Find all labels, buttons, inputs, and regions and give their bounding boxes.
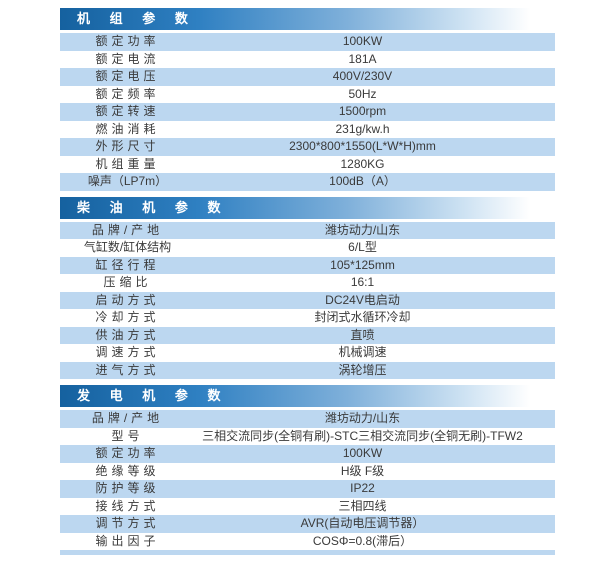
param-label: 气缸数/缸体结构 [83,240,172,254]
param-label: 额定频率 [95,86,160,101]
param-value: 16:1 [350,275,375,289]
param-value: H级 F级 [340,463,385,478]
param-label: 额定电压 [95,69,160,83]
param-value: 100dB（A） [329,174,396,188]
param-label: 调节方式 [95,516,160,530]
spec-section: 柴 油 机 参 数 品牌/产地 潍坊动力/山东 气缸数/缸体结构 6/L型 缸径… [60,196,555,379]
param-value: COSΦ=0.8(滞后） [312,533,413,548]
param-value: AVR(自动电压调节器） [300,516,425,530]
param-value: 三相四线 [338,498,387,513]
table-row: 品牌/产地 潍坊动力/山东 [60,221,555,239]
table-row: 冷却方式 封闭式水循环冷却 [60,309,555,327]
table-row: 额定频率 50Hz [60,85,555,103]
param-label: 调速方式 [95,345,160,359]
param-value: 潍坊动力/山东 [324,222,401,237]
table-row: 燃油消耗 231g/kw.h [60,120,555,138]
table-row: 防护等级 IP22 [60,480,555,498]
param-label: 额定功率 [95,446,160,460]
param-value: 50Hz [348,86,377,101]
param-value: 1280KG [340,156,385,171]
param-label: 缸径行程 [95,257,160,272]
param-value: 400V/230V [332,69,393,83]
table-row: 调速方式 机械调速 [60,344,555,362]
param-value: 105*125mm [330,257,395,272]
param-label: 进气方式 [95,362,160,377]
param-value: 6/L型 [348,240,377,254]
table-row: 绝缘等级 H级 F级 [60,462,555,480]
param-value: 100KW [342,34,383,48]
bottom-accent-strip [60,550,555,555]
param-label: 额定转速 [95,104,160,118]
param-value: 机械调速 [338,345,387,359]
table-row: 噪声（LP7m） 100dB（A） [60,173,555,191]
param-value: IP22 [350,481,375,495]
table-row: 额定电流 181A [60,50,555,68]
param-label: 品牌/产地 [91,411,164,425]
table-row: 气缸数/缸体结构 6/L型 [60,239,555,257]
param-label: 启动方式 [95,292,160,307]
section-rows: 品牌/产地 潍坊动力/山东 型号 三相交流同步(全铜有刷)-STC三相交流同步(… [60,410,555,555]
table-row: 额定电压 400V/230V [60,68,555,86]
table-row: 进气方式 涡轮增压 [60,361,555,379]
param-label: 外形尺寸 [95,139,160,153]
param-label: 机组重量 [95,156,160,171]
param-label: 输出因子 [95,533,160,548]
table-row: 额定功率 100KW [60,445,555,463]
table-row: 品牌/产地 潍坊动力/山东 [60,410,555,428]
spec-table: 机 组 参 数 额定功率 100KW 额定电流 181A 额定电压 400V/2… [60,8,555,555]
param-value: 涡轮增压 [338,362,387,377]
param-label: 品牌/产地 [91,222,164,237]
param-label: 燃油消耗 [95,121,160,136]
table-row: 输出因子 COSΦ=0.8(滞后） [60,532,555,550]
param-value: 1500rpm [338,104,387,118]
table-row: 额定功率 100KW [60,33,555,51]
table-row: 外形尺寸 2300*800*1550(L*W*H)mm [60,138,555,156]
param-value: 181A [348,51,377,66]
table-row: 启动方式 DC24V电启动 [60,291,555,309]
spec-section: 机 组 参 数 额定功率 100KW 额定电流 181A 额定电压 400V/2… [60,8,555,191]
param-value: DC24V电启动 [325,292,400,307]
section-title: 柴 油 机 参 数 [60,196,555,219]
section-rows: 品牌/产地 潍坊动力/山东 气缸数/缸体结构 6/L型 缸径行程 105*125… [60,221,555,379]
spec-section: 发 电 机 参 数 品牌/产地 潍坊动力/山东 型号 三相交流同步(全铜有刷)-… [60,385,555,555]
param-label: 额定功率 [95,34,160,48]
param-value: 231g/kw.h [335,121,390,136]
param-label: 额定电流 [95,51,160,66]
param-label: 型号 [111,428,144,443]
table-row: 供油方式 直喷 [60,326,555,344]
section-title: 机 组 参 数 [60,8,555,30]
param-value: 三相交流同步(全铜有刷)-STC三相交流同步(全铜无刷)-TFW2 [202,428,523,443]
param-label: 噪声（LP7m） [87,174,168,188]
param-label: 绝缘等级 [95,463,160,478]
param-label: 防护等级 [95,481,160,495]
param-label: 冷却方式 [95,310,160,324]
table-row: 型号 三相交流同步(全铜有刷)-STC三相交流同步(全铜无刷)-TFW2 [60,427,555,445]
param-value: 2300*800*1550(L*W*H)mm [289,139,436,153]
table-row: 压缩比 16:1 [60,274,555,292]
section-rows: 额定功率 100KW 额定电流 181A 额定电压 400V/230V 额定频率… [60,33,555,191]
section-title: 发 电 机 参 数 [60,385,555,407]
param-label: 压缩比 [103,275,152,289]
param-value: 潍坊动力/山东 [324,411,401,425]
table-row: 额定转速 1500rpm [60,103,555,121]
table-row: 调节方式 AVR(自动电压调节器） [60,515,555,533]
table-row: 接线方式 三相四线 [60,497,555,515]
param-value: 100KW [342,446,383,460]
table-row: 机组重量 1280KG [60,155,555,173]
table-row: 缸径行程 105*125mm [60,256,555,274]
param-label: 供油方式 [95,327,160,342]
param-value: 直喷 [350,327,375,342]
param-label: 接线方式 [95,498,160,513]
param-value: 封闭式水循环冷却 [314,310,411,324]
